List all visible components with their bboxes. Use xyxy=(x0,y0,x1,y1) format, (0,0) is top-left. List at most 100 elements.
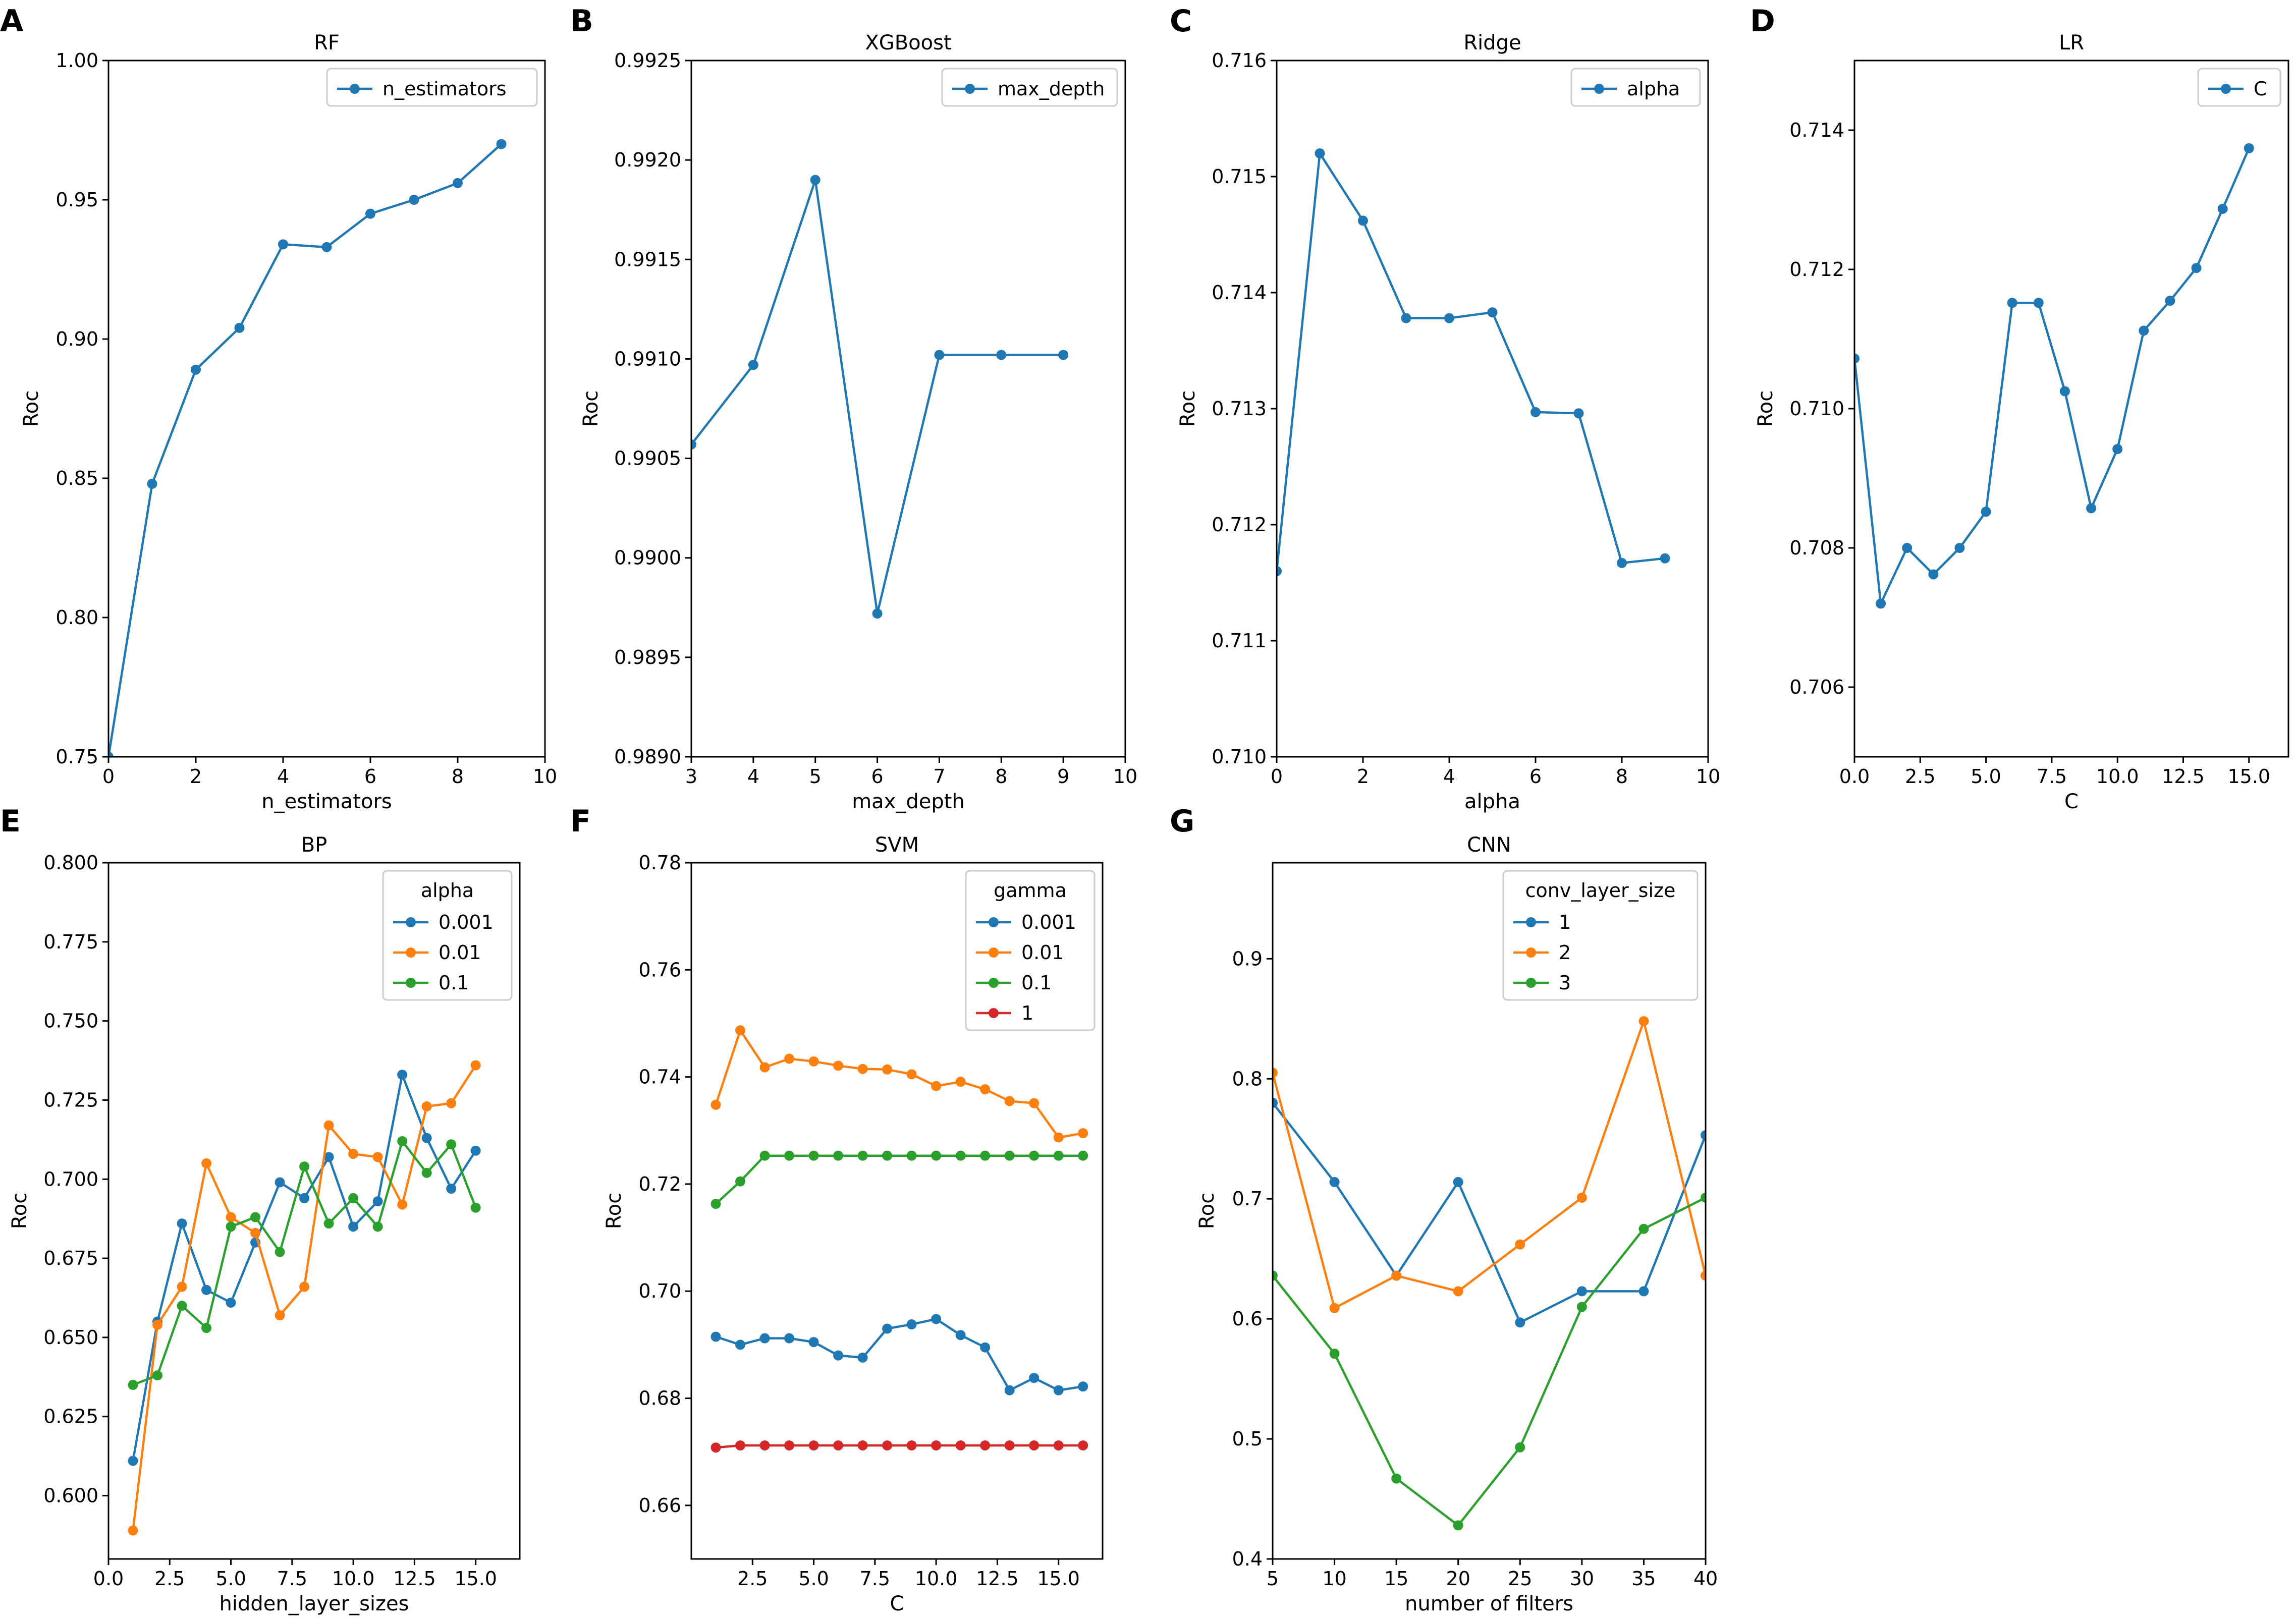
chart-g-legend-label-0: 1 xyxy=(1559,911,1571,933)
chart-b-legend-label-0: max_depth xyxy=(998,78,1105,100)
chart-f-series-1-point-1 xyxy=(735,1025,746,1036)
chart-b-xtick-label: 7 xyxy=(933,765,945,788)
chart-e-series-0-point-0 xyxy=(128,1456,138,1466)
chart-f-series-3-point-0 xyxy=(710,1442,721,1453)
chart-b-axes-frame xyxy=(690,60,1126,758)
chart-b-series-0-point-5 xyxy=(996,350,1007,360)
chart-g-series-0-point-1 xyxy=(1329,1177,1340,1187)
chart-f-series-0-point-10 xyxy=(955,1330,966,1340)
panel-letter-d: D xyxy=(1750,4,1775,39)
chart-f: SVM 2.5 5.0 7.5 10.0 12.5 15.0 0.66 0.68 0.70 0.72… xyxy=(603,833,1104,1615)
chart-f-legend-label-3: 1 xyxy=(1021,1002,1033,1024)
chart-c-series-0-point-6 xyxy=(1530,407,1541,417)
chart-e-series-1-point-14 xyxy=(470,1060,481,1071)
chart-e-series-0-point-4 xyxy=(226,1297,236,1308)
chart-f-series-0-point-15 xyxy=(1078,1381,1088,1392)
chart-e-legend-marker-2 xyxy=(406,978,416,988)
chart-a: RF 0 2 4 6 8 10 0.75 0.80 0.85 0.90 0.95 1.00 n_estim… xyxy=(20,31,557,813)
chart-d-xtick-label: 0.0 xyxy=(1839,765,1870,788)
chart-d-series-0-point-2 xyxy=(1902,543,1912,553)
chart-f-xtick-label: 2.5 xyxy=(737,1568,768,1590)
chart-e-ytick-label: 0.675 xyxy=(43,1247,98,1269)
chart-f-legend-label-0: 0.001 xyxy=(1021,911,1076,933)
chart-f-series-3-point-12 xyxy=(1004,1440,1015,1450)
chart-g-series-2-point-0 xyxy=(1273,1270,1278,1281)
chart-d-series-0-point-9 xyxy=(2086,503,2097,514)
chart-f-series-line-3 xyxy=(716,1444,1083,1449)
chart-a-series-0-point-6 xyxy=(365,208,375,219)
chart-e-legend-marker-1 xyxy=(406,947,416,958)
chart-f-series-2-point-9 xyxy=(931,1150,942,1161)
chart-e-series-1-point-7 xyxy=(299,1281,310,1292)
chart-g-series-2-point-4 xyxy=(1515,1442,1525,1453)
chart-f-series-0-point-13 xyxy=(1029,1373,1040,1383)
chart-e-legend-label-0: 0.001 xyxy=(439,911,494,933)
chart-a-legend-label-0: n_estimators xyxy=(382,78,507,100)
chart-f-series-3-point-15 xyxy=(1078,1440,1088,1450)
chart-d-xlabel: C xyxy=(2064,790,2079,813)
chart-d-xtick-label: 2.5 xyxy=(1905,765,1935,788)
chart-d-series-0-point-6 xyxy=(2007,298,2017,308)
chart-c-xtick-label: 4 xyxy=(1443,765,1455,788)
chart-f-series-0-point-0 xyxy=(710,1331,721,1342)
chart-f-series-3-point-13 xyxy=(1029,1440,1040,1450)
chart-g-series-1-point-2 xyxy=(1391,1270,1402,1281)
chart-g-legend-marker-2 xyxy=(1526,978,1536,988)
chart-g-ytick-label: 0.8 xyxy=(1232,1068,1263,1090)
chart-g-series-1-point-5 xyxy=(1576,1192,1587,1203)
chart-a-series-line-0 xyxy=(108,143,502,757)
chart-b-xtick-label: 9 xyxy=(1057,765,1069,788)
chart-g-series-0-point-3 xyxy=(1453,1177,1463,1187)
chart-b-ytick-label: 0.9900 xyxy=(614,547,681,569)
chart-g-xtick-label: 40 xyxy=(1693,1568,1718,1590)
chart-e-ytick-label: 0.650 xyxy=(43,1326,98,1349)
chart-e-series-1-point-12 xyxy=(421,1101,432,1111)
chart-e-series-1-point-10 xyxy=(372,1152,383,1162)
chart-a-xtick-label: 0 xyxy=(102,765,115,788)
chart-f-xtick-label: 5.0 xyxy=(798,1568,829,1590)
chart-e-series-2-point-11 xyxy=(397,1136,408,1146)
chart-c-plot-area xyxy=(1277,148,1670,576)
chart-e-legend-title: alpha xyxy=(421,879,474,902)
chart-c-ytick-label: 0.715 xyxy=(1212,165,1267,188)
chart-d-legend-box xyxy=(2197,68,2281,107)
chart-d-xtick-label: 7.5 xyxy=(2037,765,2067,788)
chart-b-ytick-label: 0.9910 xyxy=(614,348,681,370)
chart-b-series-0-point-2 xyxy=(810,175,821,185)
chart-a-series-0-point-3 xyxy=(234,322,245,333)
chart-e-series-2-point-13 xyxy=(446,1139,457,1150)
chart-f-series-1-point-2 xyxy=(759,1062,770,1073)
chart-g-series-1-point-6 xyxy=(1638,1016,1649,1027)
chart-a-series-0-point-9 xyxy=(496,139,507,149)
chart-e: BP 0.0 2.5 5.0 7.5 10.0 12.5 15.0 0.600 0.625 0.65… xyxy=(8,833,521,1615)
chart-f-ytick-label: 0.72 xyxy=(638,1173,681,1195)
chart-e-xtick-label: 15.0 xyxy=(454,1568,497,1590)
chart-b-title: XGBoost xyxy=(865,31,951,54)
chart-d-series-0-point-10 xyxy=(2112,444,2123,455)
chart-g-axes-frame xyxy=(1272,862,1707,1560)
chart-g-title: CNN xyxy=(1467,833,1511,857)
chart-g-ytick-label: 0.4 xyxy=(1232,1548,1263,1570)
chart-e-series-line-2 xyxy=(132,1140,477,1386)
chart-f-series-1-point-4 xyxy=(808,1056,819,1067)
chart-a-xtick-label: 4 xyxy=(277,765,289,788)
chart-f-ytick-label: 0.78 xyxy=(638,852,681,874)
chart-e-series-2-point-3 xyxy=(201,1323,212,1333)
chart-f-series-1-point-5 xyxy=(833,1060,844,1071)
chart-e-series-0-point-3 xyxy=(201,1284,212,1295)
chart-a-plot-area xyxy=(108,139,507,757)
chart-g-series-2-point-5 xyxy=(1576,1302,1587,1312)
chart-c-series-0-point-2 xyxy=(1358,215,1368,226)
chart-c-ytick-label: 0.713 xyxy=(1212,398,1267,420)
chart-e-series-1-point-13 xyxy=(446,1098,457,1108)
chart-f-series-0-point-11 xyxy=(980,1342,991,1353)
chart-g-xtick-label: 15 xyxy=(1384,1568,1408,1590)
chart-g-ytick-label: 0.5 xyxy=(1232,1428,1263,1450)
chart-f-ylabel: Roc xyxy=(603,1193,626,1229)
chart-g-ytick-label: 0.9 xyxy=(1232,947,1263,970)
chart-f-series-1-point-3 xyxy=(784,1053,795,1064)
chart-g-series-1-point-4 xyxy=(1515,1239,1525,1250)
chart-a-ytick-label: 0.85 xyxy=(56,467,98,489)
chart-f-series-3-point-1 xyxy=(735,1440,746,1450)
chart-e-xtick-label: 10.0 xyxy=(332,1568,375,1590)
